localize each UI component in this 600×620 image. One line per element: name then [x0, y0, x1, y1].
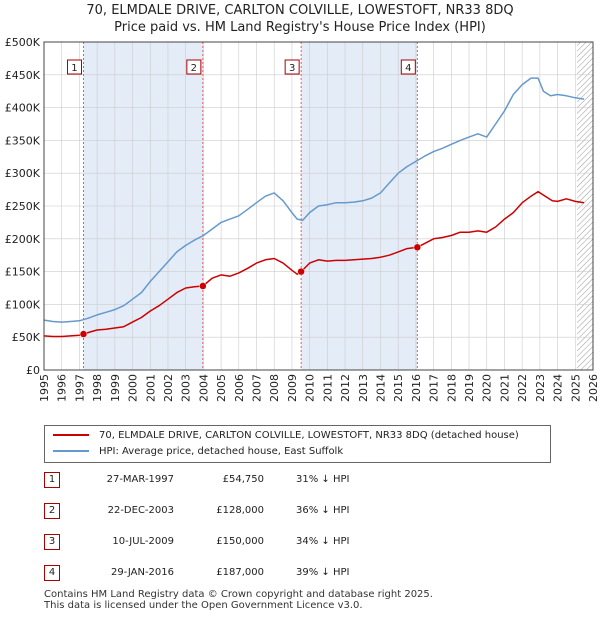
x-tick-label: 2014 — [374, 374, 387, 402]
x-tick-label: 2023 — [534, 374, 547, 402]
y-tick-label: £0 — [26, 364, 40, 377]
sale-point — [199, 282, 207, 290]
table-row: 1 27-MAR-1997 £54,750 31% ↓ HPI — [44, 470, 444, 490]
hpi-series-line — [43, 77, 585, 323]
x-tick-label: 1996 — [56, 374, 69, 402]
chart-subtitle: Price paid vs. HM Land Registry's House … — [114, 20, 486, 35]
x-tick-label: 2015 — [392, 374, 405, 402]
x-tick-label: 2005 — [215, 374, 228, 402]
sale-hpi-diff: 39% ↓ HPI — [296, 567, 350, 578]
sale-number-box — [284, 59, 300, 75]
sale-number-label: 3 — [289, 63, 295, 74]
y-tick-label: £200K — [5, 233, 41, 246]
sale-date: 29-JAN-2016 — [110, 567, 174, 578]
x-tick-label: 2024 — [552, 374, 565, 402]
x-tick-label: 1997 — [73, 374, 86, 402]
y-tick-label: £50K — [12, 331, 41, 344]
x-tick-label: 2007 — [251, 374, 264, 402]
sale-point — [79, 330, 88, 338]
sale-hpi-diff: 31% ↓ HPI — [296, 474, 350, 485]
x-tick-label: 2020 — [481, 374, 494, 402]
legend-hpi-label: HPI: Average price, detached house, East… — [99, 446, 344, 457]
footer-copyright: Contains HM Land Registry data © Crown c… — [44, 589, 433, 600]
sale-number-label: 1 — [71, 63, 77, 74]
x-tick-label: 2022 — [516, 374, 529, 402]
y-tick-label: £150K — [5, 266, 41, 279]
sale-vlines — [82, 42, 418, 370]
y-tick-label: £350K — [5, 134, 41, 147]
sale-markers — [79, 243, 422, 338]
sale-date: 27-MAR-1997 — [106, 474, 174, 485]
sale-price: £150,000 — [216, 536, 264, 547]
hpi-line-swatch — [53, 450, 89, 452]
sale-date: 22-DEC-2003 — [107, 505, 174, 516]
chart-title: 70, ELMDALE DRIVE, CARLTON COLVILLE, LOW… — [86, 3, 514, 18]
table-row: 4 29-JAN-2016 £187,000 39% ↓ HPI — [44, 563, 444, 583]
x-tick-label: 2008 — [268, 374, 281, 402]
x-tick-label: 2016 — [410, 374, 423, 402]
y-tick-label: £250K — [5, 200, 41, 213]
sale-number-box — [186, 59, 202, 75]
x-tick-label: 2018 — [445, 374, 458, 402]
sale-number: 1 — [44, 472, 60, 488]
y-tick-label: £450K — [5, 69, 41, 82]
y-tick-label: £100K — [5, 298, 41, 311]
series-layer — [43, 77, 585, 338]
price-chart: £0 £50K £100K £150K £200K £250K £300K £350K £400… — [5, 36, 600, 402]
x-tick-label: 2004 — [197, 374, 210, 402]
sale-number: 3 — [44, 534, 60, 550]
x-axis-ticks: 1995 1996 1997 1998 1999 2000 2001 2002 2003 2004… — [38, 374, 600, 402]
price-line-swatch — [53, 434, 89, 436]
x-tick-label: 2013 — [357, 374, 370, 402]
x-tick-label: 2009 — [286, 374, 299, 402]
x-tick-label: 2025 — [569, 374, 582, 402]
sale-point — [297, 267, 305, 276]
sale-price: £54,750 — [222, 474, 264, 485]
sale-number: 2 — [44, 503, 60, 519]
sale-number-box — [400, 59, 416, 75]
x-tick-label: 2026 — [587, 374, 600, 402]
legend: 70, ELMDALE DRIVE, CARLTON COLVILLE, LOW… — [44, 425, 551, 463]
sale-hpi-diff: 34% ↓ HPI — [296, 536, 350, 547]
x-tick-label: 2000 — [127, 374, 140, 402]
y-tick-label: £400K — [5, 102, 41, 115]
x-tick-label: 2017 — [428, 374, 441, 402]
sale-number-boxes: 1 2 3 4 — [66, 59, 416, 75]
x-tick-label: 2021 — [498, 374, 511, 402]
x-tick-label: 2001 — [144, 374, 157, 402]
legend-price-label: 70, ELMDALE DRIVE, CARLTON COLVILLE, LOW… — [99, 430, 519, 441]
plot-frame — [43, 41, 594, 371]
y-tick-label: £500K — [5, 36, 41, 49]
footer-licence: This data is licensed under the Open Gov… — [44, 600, 363, 611]
sale-price: £128,000 — [216, 505, 264, 516]
x-tick-label: 2019 — [463, 374, 476, 402]
sale-number-box — [66, 59, 82, 75]
x-tick-label: 2006 — [233, 374, 246, 402]
table-row: 3 10-JUL-2009 £150,000 34% ↓ HPI — [44, 532, 444, 552]
x-tick-label: 2003 — [180, 374, 193, 402]
legend-item-hpi: HPI: Average price, detached house, East… — [53, 445, 343, 459]
x-tick-label: 1995 — [38, 374, 51, 402]
x-tick-label: 2012 — [339, 374, 352, 402]
sale-number: 4 — [44, 565, 60, 581]
x-tick-label: 1998 — [91, 374, 104, 402]
x-tick-label: 2011 — [321, 374, 334, 402]
legend-item-price: 70, ELMDALE DRIVE, CARLTON COLVILLE, LOW… — [53, 429, 519, 443]
sale-point — [413, 243, 422, 252]
sale-hpi-diff: 36% ↓ HPI — [296, 505, 350, 516]
x-tick-label: 1999 — [109, 374, 122, 402]
y-tick-label: £300K — [5, 167, 41, 180]
x-tick-label: 2002 — [162, 374, 175, 402]
y-axis-ticks: £0 £50K £100K £150K £200K £250K £300K £350K £400… — [5, 36, 41, 377]
sale-number-label: 2 — [191, 63, 197, 74]
sale-date: 10-JUL-2009 — [112, 536, 174, 547]
x-tick-label: 2010 — [304, 374, 317, 402]
sale-price: £187,000 — [216, 567, 264, 578]
sale-number-label: 4 — [405, 63, 411, 74]
table-row: 2 22-DEC-2003 £128,000 36% ↓ HPI — [44, 501, 444, 521]
price-series-line — [43, 190, 585, 338]
